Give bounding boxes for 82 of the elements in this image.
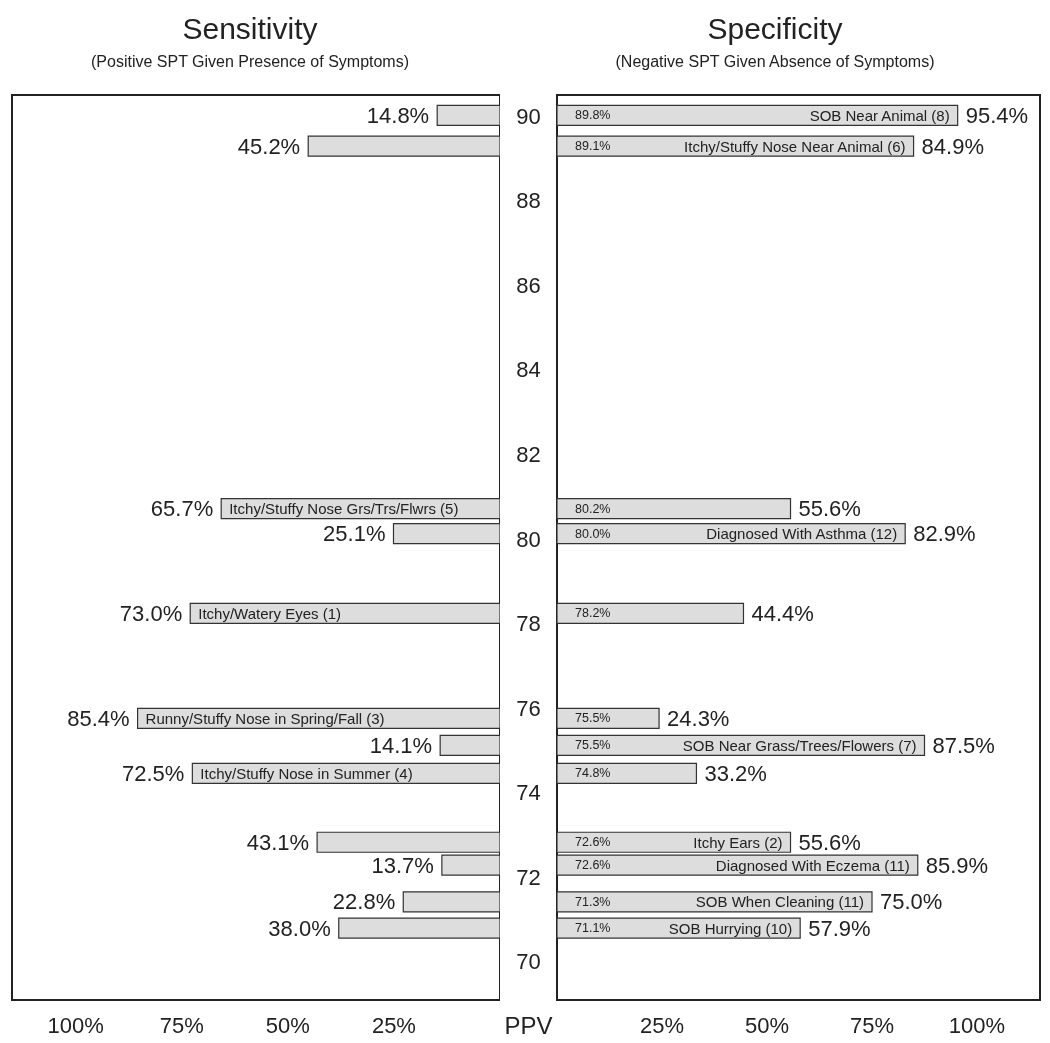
data-label: 13.7% [371,852,434,878]
x-tick-label: 75% [849,1012,895,1038]
annotation: 72.6% [575,858,611,873]
annotation: Itchy/Stuffy Nose Near Animal (6) [684,137,906,155]
data-label: 45.2% [237,133,301,159]
y-tick-label: 78 [516,611,541,637]
y-tick-label: 72 [516,864,541,890]
chart-subtitle: (Positive SPT Given Presence of Symptoms) [90,52,410,70]
data-label: 73.0% [119,600,183,626]
annotation: Diagnosed With Asthma (12) [706,525,898,543]
annotation: SOB Hurrying (10) [668,919,793,937]
annotation: 75.5% [575,711,611,726]
annotation: 74.8% [575,766,611,781]
bar [307,135,500,157]
data-label: 85.4% [67,705,130,731]
x-tick-label: 100% [948,1012,1006,1038]
annotation: Runny/Stuffy Nose in Spring/Fall (3) [145,709,385,727]
y-tick-label: 74 [516,780,541,806]
data-label: 87.5% [932,732,995,758]
x-tick-label: 50% [744,1012,790,1038]
y-tick-label: 76 [516,695,541,721]
y-axis-title: PPV [504,1011,553,1039]
data-label: 22.8% [332,889,396,915]
bar [556,497,792,520]
data-label: 25.1% [323,521,386,547]
bar [402,891,500,913]
y-tick-label: 86 [516,272,541,298]
y-tick-label: 88 [516,188,541,214]
bar [392,522,500,545]
annotation: 71.1% [575,921,611,936]
annotation: SOB When Cleaning (11) [695,893,864,911]
annotation: Itchy/Stuffy Nose in Summer (4) [200,764,413,782]
x-tick-label: 100% [47,1012,104,1038]
annotation: SOB Near Animal (8) [809,106,950,124]
bar [439,734,500,757]
bar [436,104,500,126]
data-label: 57.9% [808,915,871,941]
annotation: Itchy/Stuffy Nose Grs/Trs/Flwrs (5) [229,500,459,518]
annotation: 89.8% [575,108,611,123]
annotation: 75.5% [575,738,611,753]
annotation: 80.0% [575,526,611,541]
data-label: 95.4% [965,102,1029,128]
data-label: 85.9% [925,852,989,878]
y-tick-label: 84 [516,357,541,383]
chart-title: Sensitivity [182,11,318,45]
annotation: 72.6% [575,835,611,850]
annotation: 71.3% [575,894,611,909]
y-tick-label: 70 [516,949,541,975]
bar [556,762,698,784]
x-tick-label: 25% [371,1012,416,1038]
data-label: 43.1% [246,829,310,855]
data-label: 55.6% [798,496,861,522]
x-tick-label: 75% [159,1012,204,1038]
y-tick-label: 82 [516,441,541,467]
data-label: 84.9% [921,133,984,159]
annotation: SOB Near Grass/Trees/Flowers (7) [682,736,917,754]
data-label: 75.0% [880,889,943,915]
data-label: 14.8% [366,102,430,128]
y-tick-label: 80 [516,526,541,552]
data-label: 65.7% [150,496,214,522]
annotation: 78.2% [575,606,611,621]
annotation: Diagnosed With Eczema (11) [715,856,910,874]
data-label: 24.3% [667,705,730,731]
data-label: 72.5% [121,760,185,786]
annotation: Itchy/Watery Eyes (1) [198,604,342,622]
data-label: 44.4% [751,600,814,626]
chart-title: Specificity [707,11,843,45]
bar [556,707,660,729]
chart-subtitle: (Negative SPT Given Absence of Symptoms) [615,52,935,70]
data-label: 14.1% [369,732,433,758]
data-label: 55.6% [798,829,861,855]
y-tick-label: 90 [516,103,541,129]
bar [556,602,745,625]
annotation: Itchy Ears (2) [693,833,783,851]
data-label: 82.9% [913,521,976,547]
annotation: 89.1% [575,139,611,154]
x-tick-label: 50% [265,1012,310,1038]
data-label: 38.0% [268,915,331,941]
annotation: 80.2% [575,501,611,516]
bar [338,917,500,939]
x-tick-label: 25% [639,1012,685,1038]
data-label: 33.2% [704,760,767,786]
